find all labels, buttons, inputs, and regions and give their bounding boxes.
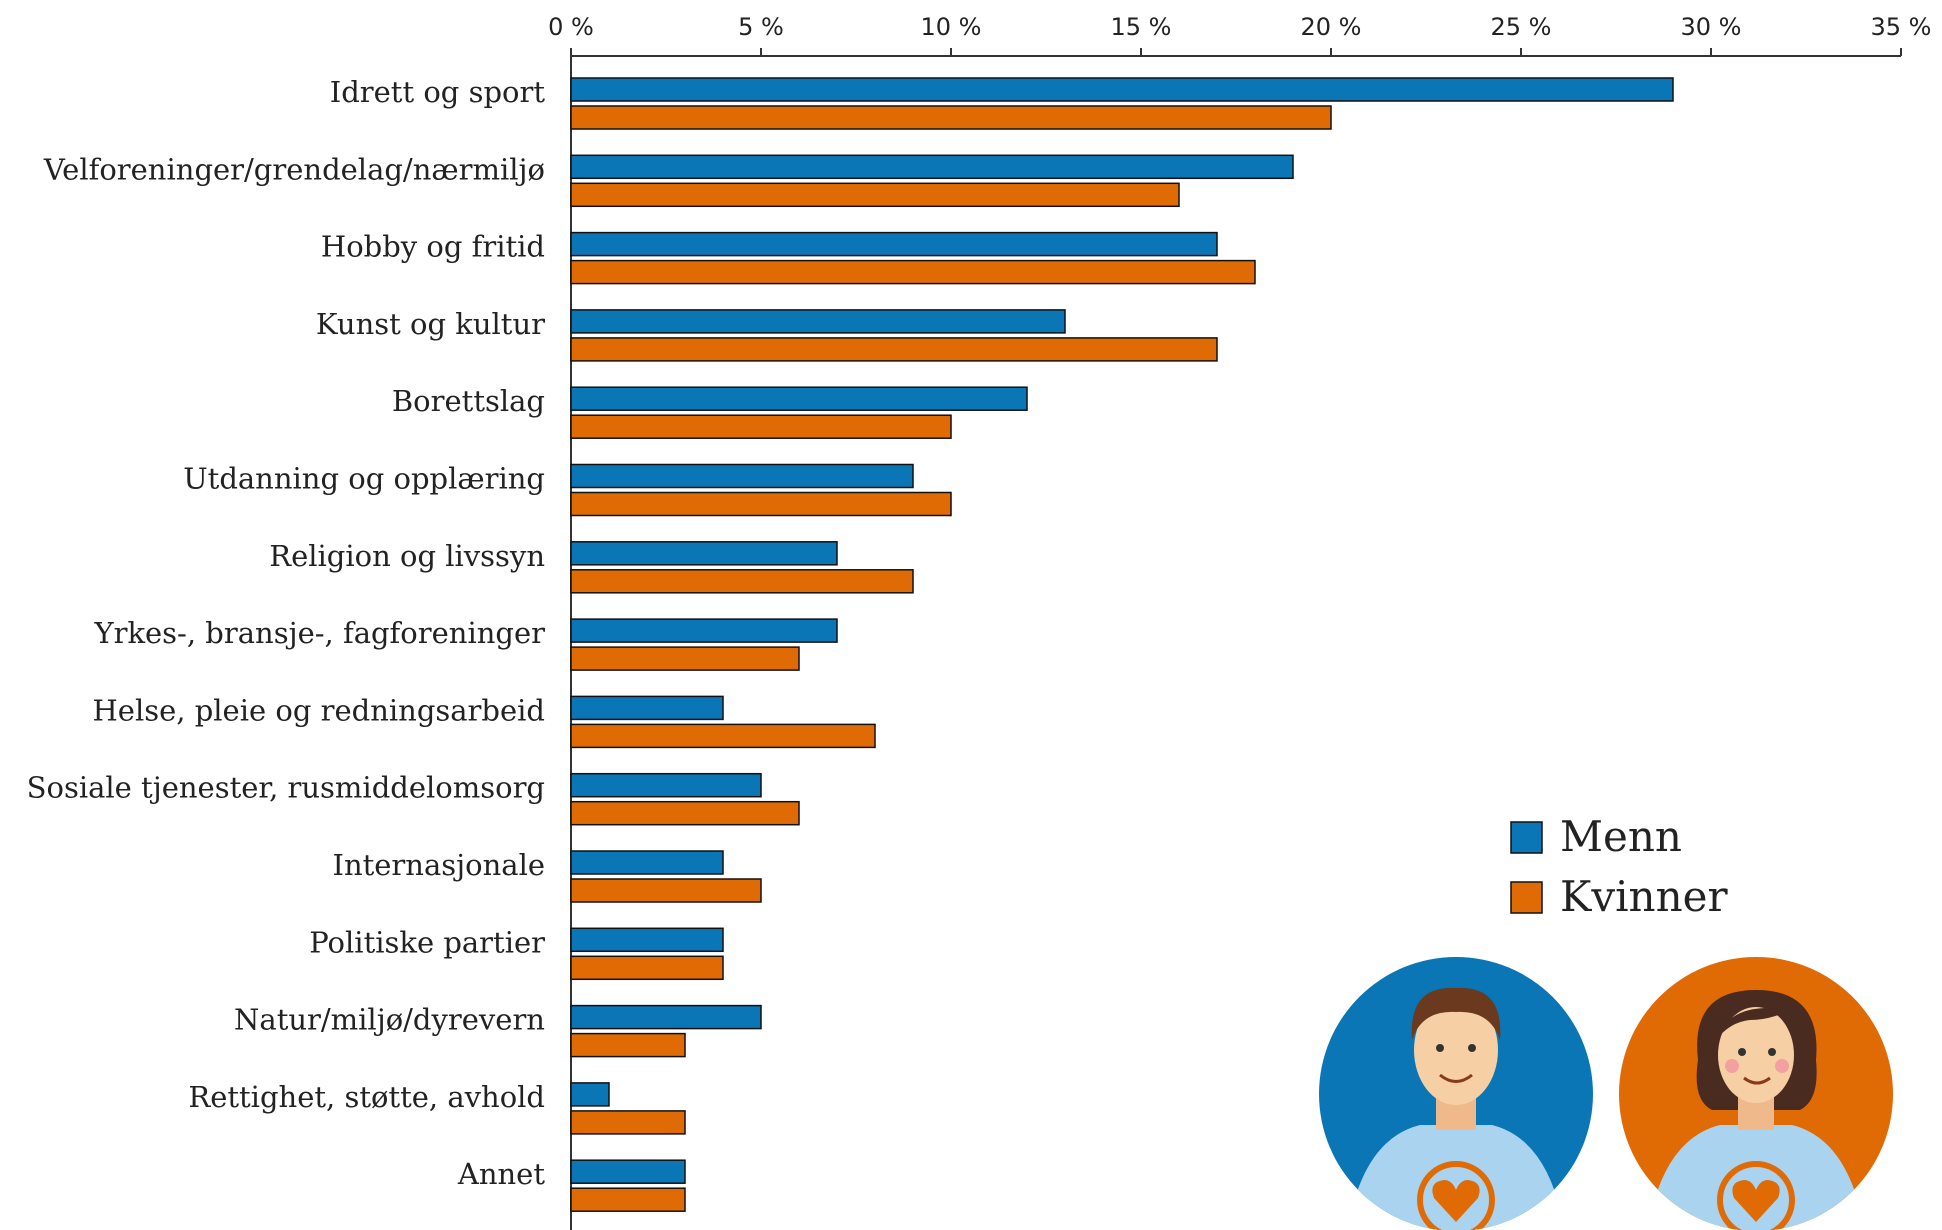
- bar: [571, 1188, 685, 1211]
- bar: [571, 928, 723, 951]
- bar: [571, 802, 799, 825]
- y-tick-label: Annet: [457, 1157, 545, 1191]
- y-tick-label: Kunst og kultur: [316, 307, 545, 341]
- bar: [571, 1006, 761, 1029]
- bar: [571, 774, 761, 797]
- bar: [571, 570, 913, 593]
- bar: [571, 106, 1331, 129]
- legend-label: Kvinner: [1560, 872, 1728, 921]
- y-tick-label: Sosiale tjenester, rusmiddelomsorg: [27, 771, 545, 805]
- y-tick-label: Religion og livssyn: [269, 539, 545, 573]
- y-tick-label: Hobby og fritid: [321, 230, 545, 264]
- bar: [571, 647, 799, 670]
- y-tick-label: Utdanning og opplæring: [183, 462, 545, 496]
- bar: [571, 183, 1179, 206]
- y-tick-label: Helse, pleie og redningsarbeid: [93, 693, 546, 727]
- y-tick-label: Rettighet, støtte, avhold: [188, 1080, 545, 1114]
- bar: [571, 696, 723, 719]
- legend-swatch: [1511, 882, 1542, 913]
- chart: 0 % 5 % 10 % 15 % 20 % 25 % 30 % 35 % Idrett og …: [0, 0, 1942, 1230]
- bar: [571, 78, 1673, 101]
- y-tick-label: Natur/miljø/dyrevern: [234, 1003, 545, 1037]
- bar: [571, 1111, 685, 1134]
- x-tick-label: 5 %: [738, 13, 784, 41]
- bar: [571, 338, 1217, 361]
- y-tick-label: Politiske partier: [309, 925, 545, 959]
- bar: [571, 493, 951, 516]
- bar: [571, 724, 875, 747]
- bar: [571, 261, 1255, 284]
- bar: [571, 233, 1217, 256]
- bar: [571, 155, 1293, 178]
- x-tick-label: 25 %: [1491, 13, 1552, 41]
- bar: [571, 619, 837, 642]
- bar: [571, 851, 723, 874]
- legend-label: Menn: [1560, 812, 1682, 861]
- y-tick-label: Velforeninger/grendelag/nærmiljø: [43, 152, 545, 186]
- bar: [571, 1160, 685, 1183]
- bar: [571, 1034, 685, 1057]
- avatar-man: [1319, 957, 1593, 1230]
- bar: [571, 310, 1065, 333]
- bar: [571, 956, 723, 979]
- bar: [571, 1083, 609, 1106]
- bar: [571, 387, 1027, 410]
- bar: [571, 465, 913, 488]
- legend-swatch: [1511, 822, 1542, 853]
- bar: [571, 415, 951, 438]
- y-tick-label: Borettslag: [392, 384, 545, 418]
- x-tick-label: 15 %: [1111, 13, 1172, 41]
- y-tick-label: Idrett og sport: [330, 75, 546, 109]
- bar: [571, 879, 761, 902]
- x-tick-label: 30 %: [1681, 13, 1742, 41]
- y-tick-label: Yrkes-, bransje-, fagforeninger: [93, 616, 545, 650]
- y-tick-label: Internasjonale: [332, 848, 545, 882]
- avatar-woman: [1619, 957, 1893, 1230]
- x-tick-label: 0 %: [548, 13, 594, 41]
- x-tick-label: 20 %: [1301, 13, 1362, 41]
- x-tick-label: 10 %: [921, 13, 982, 41]
- bar: [571, 542, 837, 565]
- x-tick-label: 35 %: [1871, 13, 1932, 41]
